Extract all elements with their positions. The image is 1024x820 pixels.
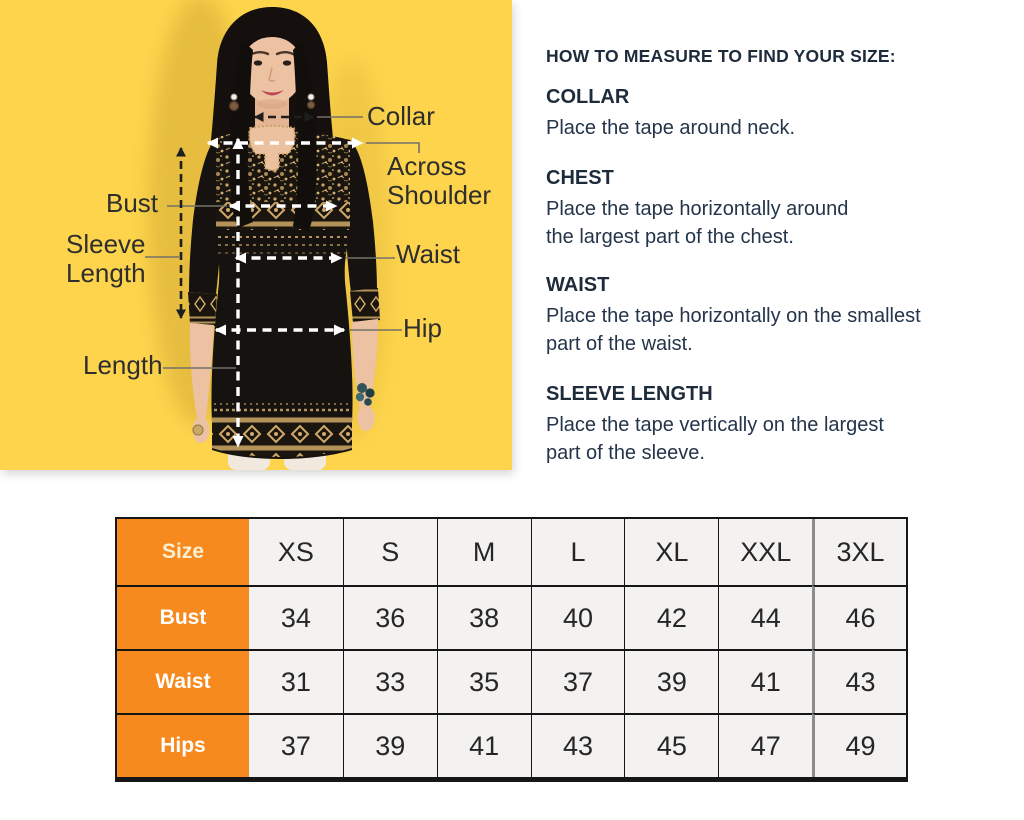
size-chart-value-cell: 43: [812, 649, 906, 713]
section-line: the largest part of the chest.: [546, 226, 794, 248]
gold-cuff-left: [188, 292, 217, 326]
hip-label: Hip: [403, 313, 443, 343]
size-chart-value-cell: 42: [624, 585, 719, 649]
section-line: Place the tape horizontally around: [546, 198, 849, 220]
section-line: Place the tape horizontally on the small…: [546, 305, 921, 327]
section-line: Place the tape vertically on the largest: [546, 414, 884, 436]
size-chart-value-cell: 31: [249, 649, 343, 713]
measure-section-waist: WAIST Place the tape horizontally on the…: [546, 274, 981, 358]
measure-section-sleeve-length: SLEEVE LENGTH Place the tape vertically …: [546, 383, 981, 467]
size-chart-header-cell: XS: [249, 519, 343, 585]
size-chart-row-label: Hips: [117, 713, 249, 777]
size-chart-header-cell: 3XL: [812, 519, 906, 585]
length-label: Length: [83, 350, 163, 380]
size-chart-value-cell: 44: [718, 585, 813, 649]
size-chart-value-cell: 49: [812, 713, 906, 777]
instructions-title: HOW TO MEASURE TO FIND YOUR SIZE:: [546, 46, 896, 66]
size-chart-header-cell: XL: [624, 519, 719, 585]
section-heading: CHEST: [546, 167, 614, 189]
bust-label: Bust: [106, 188, 159, 218]
leader-lines: [145, 116, 420, 369]
size-chart-header-cell: S: [342, 519, 437, 585]
collar-label: Collar: [367, 101, 435, 131]
size-chart-table: Size XS S M L XL XXL 3XL Bust 34 36 38 4…: [115, 517, 908, 782]
measurement-arrows: [176, 112, 364, 448]
size-chart-value-cell: 38: [436, 585, 531, 649]
size-chart-value-cell: 41: [718, 649, 813, 713]
size-chart-value-cell: 46: [812, 585, 906, 649]
size-chart-value-cell: 39: [624, 649, 719, 713]
size-chart-value-cell: 35: [436, 649, 531, 713]
section-line: part of the waist.: [546, 333, 693, 355]
measure-section-collar: COLLAR Place the tape around neck.: [546, 86, 981, 142]
size-chart-value-cell: 34: [249, 585, 343, 649]
size-chart-row-label: Waist: [117, 649, 249, 713]
bracelet: [355, 383, 375, 406]
size-chart-header-cell: M: [436, 519, 531, 585]
size-chart-value-cell: 39: [342, 713, 437, 777]
gold-hem-band: [212, 416, 352, 457]
waist-label: Waist: [396, 239, 461, 269]
section-line: part of the sleeve.: [546, 442, 705, 464]
gold-yoke-pattern: [216, 130, 350, 202]
size-chart-value-cell: 40: [530, 585, 625, 649]
section-line: Place the tape around neck.: [546, 117, 796, 139]
measurement-photo: Collar Across Shoulder Bust Sleeve Lengt…: [0, 0, 512, 470]
size-chart-row-label: Bust: [117, 585, 249, 649]
size-chart-header-cell: L: [530, 519, 625, 585]
measure-section-chest: CHEST Place the tape horizontally around…: [546, 167, 981, 251]
sleeve-length-label: Sleeve Length: [66, 229, 146, 289]
model-figure: [188, 7, 380, 470]
size-chart-value-cell: 33: [342, 649, 437, 713]
size-chart-header-cell: XXL: [718, 519, 813, 585]
across-shoulder-leader: [366, 142, 420, 153]
section-heading: WAIST: [546, 274, 610, 296]
section-heading: COLLAR: [546, 86, 630, 108]
size-chart-value-cell: 47: [718, 713, 813, 777]
size-chart-value-cell: 36: [342, 585, 437, 649]
across-shoulder-label: Across Shoulder: [387, 151, 492, 211]
size-chart-value-cell: 37: [530, 649, 625, 713]
size-chart-value-cell: 43: [530, 713, 625, 777]
gold-cuff-right: [350, 288, 380, 323]
size-chart-value-cell: 37: [249, 713, 343, 777]
section-heading: SLEEVE LENGTH: [546, 383, 713, 405]
size-chart-value-cell: 45: [624, 713, 719, 777]
size-chart-corner-cell: Size: [117, 519, 249, 585]
ring: [192, 424, 204, 436]
model-diagram: [0, 0, 512, 470]
size-chart-value-cell: 41: [436, 713, 531, 777]
